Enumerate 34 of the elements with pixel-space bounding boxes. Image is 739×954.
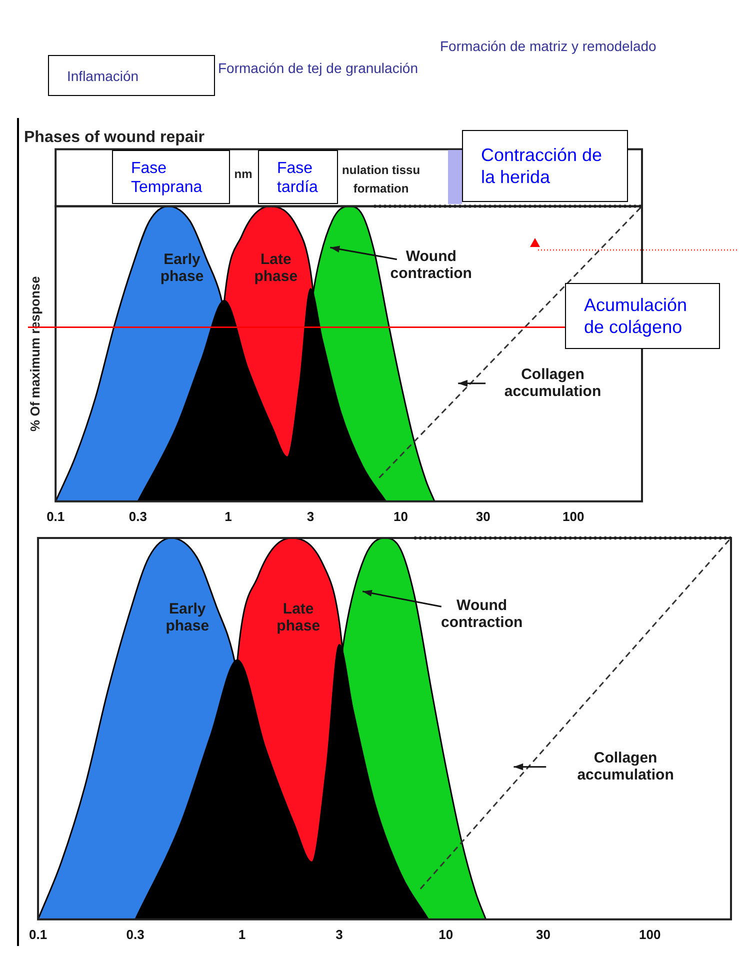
x-tick-label: 10 [438,926,454,942]
callout-box: Acumulación de colágeno [565,283,720,349]
x-tick-label: 3 [306,508,314,524]
series-label: Collagen accumulation [504,366,602,400]
x-tick-label: 100 [638,926,661,942]
text: Formación de tej de granulación [218,60,418,77]
text: nulation tissu formation [342,163,420,196]
x-tick-label: 1 [224,508,232,524]
callout-box: Contracción de la herida [462,130,628,202]
x-tick-label: 1 [238,926,246,942]
text: nm [234,167,252,182]
series-label: Collagen accumulation [577,749,674,784]
y-axis-title: % Of maximum response [27,276,42,432]
annotation: Acumulación de colágeno [584,295,688,339]
series-label: Wound contraction [390,248,472,282]
series-label: Late phase [254,250,298,285]
x-tick-label: 0.3 [126,926,144,942]
series-label: Wound contraction [440,596,523,631]
series-label: Late phase [276,600,320,635]
text: Formación de matriz y remodelado [440,38,656,55]
x-tick-label: 0.3 [128,508,147,524]
x-tick-label: 0.1 [28,926,48,942]
x-tick-label: 10 [394,508,408,524]
callout-box: Fase Temprana [112,150,230,204]
x-tick-label: 0.1 [46,508,65,524]
series-label: Early phase [160,250,204,285]
x-tick-label: 3 [336,926,343,942]
x-tick-label: 30 [536,926,550,942]
chart-title: Phases of wound repair [24,129,204,146]
series-label: Early phase [166,600,210,635]
callout-box: Fase tardía [258,150,338,204]
x-tick-label: 30 [476,508,490,524]
x-tick-label: 100 [562,508,584,524]
callout-box: Inflamación [48,55,215,96]
